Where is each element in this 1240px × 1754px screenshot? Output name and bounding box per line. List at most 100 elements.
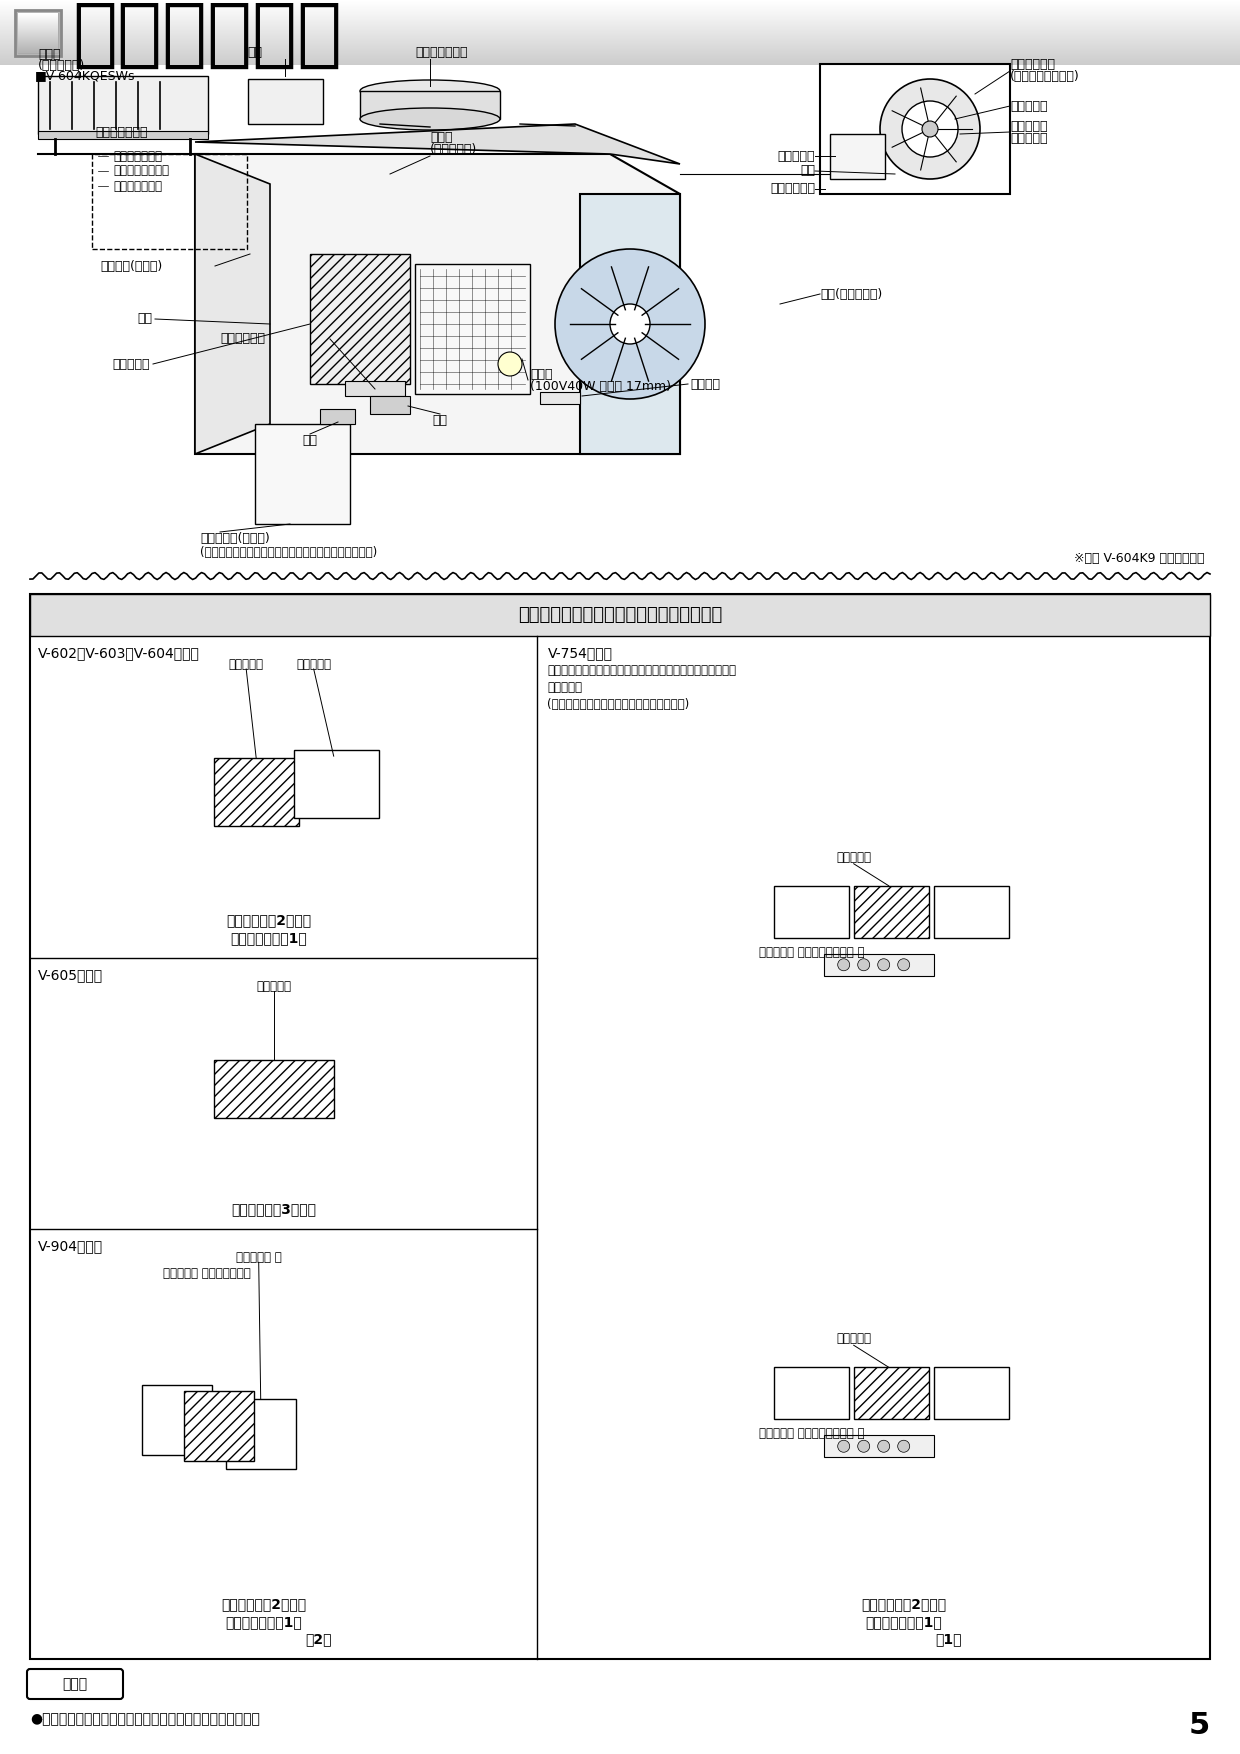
Circle shape [880, 79, 980, 179]
Polygon shape [195, 125, 680, 165]
Text: 銘板: 銘板 [136, 312, 153, 326]
Ellipse shape [360, 81, 500, 102]
Text: バッフル板　大1枚: バッフル板 大1枚 [866, 1615, 942, 1629]
Bar [370, 396, 410, 414]
Text: フィルターとバッフル板の枚数・据付位置: フィルターとバッフル板の枚数・据付位置 [518, 605, 722, 624]
Text: ※図は V-604K9 を示します。: ※図は V-604K9 を示します。 [1075, 553, 1205, 565]
Text: ちょうボルト: ちょうボルト [1011, 58, 1055, 70]
Text: フィルター　2セット: フィルター 2セット [226, 914, 311, 928]
Text: フィルター: フィルター [836, 851, 872, 863]
Polygon shape [580, 195, 680, 454]
Text: まわり止め: まわり止め [1011, 119, 1048, 133]
Text: お願い: お願い [62, 1677, 88, 1691]
Circle shape [898, 1440, 910, 1452]
Ellipse shape [360, 109, 500, 130]
Text: フィルター: フィルター [836, 1333, 872, 1345]
Text: V-605タイプ: V-605タイプ [38, 968, 103, 982]
FancyBboxPatch shape [27, 1670, 123, 1700]
Text: (100V40W 口金径 17mm): (100V40W 口金径 17mm) [529, 379, 671, 393]
Text: バッフル板 小　　バッフル板 大: バッフル板 小 バッフル板 大 [759, 1428, 864, 1440]
Text: フィルター　2セット: フィルター 2セット [221, 1596, 306, 1610]
Text: 取手: 取手 [433, 414, 448, 426]
Bar [830, 133, 885, 179]
Circle shape [610, 303, 650, 344]
Text: (前面パネル): (前面パネル) [38, 60, 86, 72]
Text: 各部のなまえ: 各部のなまえ [72, 0, 342, 72]
Bar [820, 63, 1011, 195]
Text: 風量切換スイッチ: 風量切換スイッチ [113, 165, 169, 177]
Bar [345, 381, 405, 396]
Bar [320, 409, 355, 424]
Text: ワッシャー: ワッシャー [1011, 132, 1048, 144]
FancyBboxPatch shape [19, 12, 58, 53]
Text: スイッチ操作部: スイッチ操作部 [95, 126, 148, 139]
Polygon shape [195, 154, 270, 454]
Text: バッフル板　大1枚: バッフル板 大1枚 [226, 1615, 303, 1629]
Bar [823, 954, 934, 975]
Text: 給気チャンバー: 給気チャンバー [415, 46, 467, 60]
Text: 小1枚: 小1枚 [935, 1631, 962, 1645]
Text: V-602・V-603・V-604タイプ: V-602・V-603・V-604タイプ [38, 645, 200, 660]
Circle shape [898, 959, 910, 970]
Bar [30, 595, 1210, 1659]
Circle shape [901, 102, 959, 158]
Text: 本体(ケーシング): 本体(ケーシング) [820, 288, 882, 300]
Text: 小2枚: 小2枚 [305, 1631, 332, 1645]
Bar [934, 886, 1008, 938]
Text: バッフル板 小　フィルター: バッフル板 小 フィルター [162, 1268, 250, 1280]
Text: スピンナー: スピンナー [1011, 100, 1048, 112]
Bar [360, 91, 500, 119]
Text: スイッチパネル: スイッチパネル [113, 179, 162, 193]
Bar [310, 254, 410, 384]
Text: (前面パネル): (前面パネル) [430, 144, 477, 156]
Bar [248, 79, 322, 125]
Bar [38, 75, 208, 133]
Bar [934, 1368, 1008, 1419]
Text: 前パネル(フード): 前パネル(フード) [100, 260, 162, 272]
Bar [823, 1435, 934, 1458]
Bar [774, 1368, 848, 1419]
Text: 上幕板: 上幕板 [38, 47, 61, 61]
Text: ■V-604KQESWs: ■V-604KQESWs [35, 68, 135, 82]
FancyBboxPatch shape [15, 11, 61, 56]
Circle shape [498, 353, 522, 375]
Text: 羽根: 羽根 [800, 165, 815, 177]
Bar [539, 391, 580, 403]
Bar [141, 1386, 212, 1456]
Bar [294, 751, 378, 817]
Text: バッフル板 大: バッフル板 大 [236, 1251, 281, 1265]
Text: フィルター　3セット: フィルター 3セット [231, 1201, 316, 1216]
Bar [774, 886, 848, 938]
Text: 上幕板: 上幕板 [430, 132, 453, 144]
Text: バッフル板　　1枚: バッフル板 1枚 [231, 931, 308, 945]
Text: 取手: 取手 [303, 433, 317, 447]
Bar [415, 265, 529, 395]
Text: V-904タイプ: V-904タイプ [38, 1240, 103, 1254]
Text: フィルター: フィルター [257, 980, 291, 993]
Circle shape [878, 1440, 890, 1452]
Text: ファンケース: ファンケース [770, 182, 815, 195]
Bar [184, 1391, 254, 1461]
Text: フィルター　2セット: フィルター 2セット [861, 1596, 946, 1610]
Text: 油受け部: 油受け部 [689, 377, 720, 391]
Bar [38, 132, 208, 139]
Text: フィルター: フィルター [113, 358, 150, 370]
Text: バッフル板(穴なし): バッフル板(穴なし) [200, 531, 270, 545]
Circle shape [878, 959, 890, 970]
Text: フィルター: フィルター [228, 658, 264, 672]
Circle shape [858, 959, 869, 970]
Text: (またはつまみねじ): (またはつまみねじ) [1011, 70, 1080, 84]
Text: ガスコンロの位置に合わせてバッフル板小の位置を変更して
ください。
(油煙等の捕集効果を高めるために必要です): ガスコンロの位置に合わせてバッフル板小の位置を変更して ください。 (油煙等の捕… [547, 665, 737, 710]
Bar [213, 758, 299, 826]
Text: ●フィルターとバッフル板の据付位置を確認してください。: ●フィルターとバッフル板の据付位置を確認してください。 [30, 1712, 260, 1726]
Text: (中央部に取付けないと油煙等の捕集効果を損ないます): (中央部に取付けないと油煙等の捕集効果を損ないます) [200, 545, 377, 560]
Circle shape [556, 249, 706, 398]
Circle shape [858, 1440, 869, 1452]
Bar [853, 1368, 929, 1419]
Bar [226, 1400, 295, 1470]
Polygon shape [195, 154, 680, 454]
Text: ランプカバー: ランプカバー [219, 333, 265, 346]
Bar [255, 424, 350, 524]
Text: 横板: 横板 [248, 46, 263, 60]
Text: バッフル板: バッフル板 [296, 658, 331, 672]
